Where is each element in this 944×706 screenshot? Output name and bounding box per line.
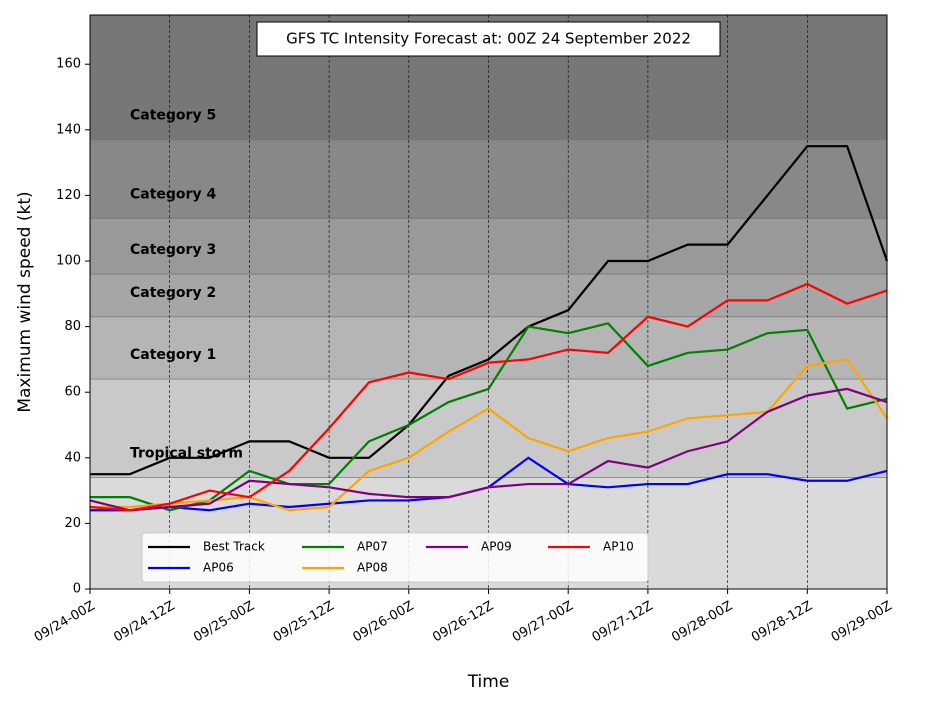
x-tick-label: 09/28-00Z <box>669 598 735 645</box>
legend-label: AP08 <box>357 561 388 575</box>
legend-label: Best Track <box>203 540 265 554</box>
series-line <box>89 387 888 512</box>
band-label: Tropical storm <box>130 445 243 461</box>
band-label: Category 2 <box>130 285 216 301</box>
x-tick-label: 09/24-00Z <box>32 598 98 645</box>
series-line <box>90 358 888 512</box>
band-label: Category 4 <box>130 186 216 202</box>
x-tick-label: 09/25-12Z <box>271 598 337 645</box>
x-tick-label: 09/25-00Z <box>191 598 257 645</box>
x-tick-label: 09/27-00Z <box>510 598 576 645</box>
y-tick-label: 140 <box>56 122 81 137</box>
legend-box <box>141 532 649 583</box>
y-tick-label: 20 <box>64 516 81 531</box>
x-tick-label: 09/28-12Z <box>749 598 815 645</box>
legend-label: AP10 <box>603 540 634 554</box>
y-tick-label: 100 <box>56 254 81 269</box>
series-line <box>90 145 889 476</box>
band-label: Category 1 <box>130 347 216 363</box>
y-tick-label: 80 <box>64 319 81 334</box>
title-box <box>256 21 721 57</box>
y-tick-label: 0 <box>73 582 81 597</box>
x-tick-label: 09/29-00Z <box>829 598 895 645</box>
legend-label: AP06 <box>203 561 234 575</box>
plot-frame <box>89 14 888 590</box>
y-tick-label: 120 <box>56 188 81 203</box>
x-tick-label: 09/24-12Z <box>111 598 177 645</box>
y-tick-label: 40 <box>64 450 81 465</box>
x-axis-title: Time <box>467 672 510 692</box>
band-label: Category 5 <box>130 108 216 124</box>
x-tick-label: 09/26-12Z <box>430 598 496 645</box>
series-line <box>89 282 888 512</box>
x-tick-label: 09/27-12Z <box>590 598 656 645</box>
legend-label: AP07 <box>357 540 388 554</box>
y-tick-label: 160 <box>56 57 81 72</box>
chart-title: GFS TC Intensity Forecast at: 00Z 24 Sep… <box>286 30 691 48</box>
band-label: Category 3 <box>130 242 216 258</box>
x-tick-label: 09/26-00Z <box>350 598 416 645</box>
y-axis-title: Maximum wind speed (kt) <box>15 191 35 412</box>
series-line <box>90 322 888 512</box>
legend-label: AP09 <box>481 540 512 554</box>
y-tick-label: 60 <box>64 385 81 400</box>
